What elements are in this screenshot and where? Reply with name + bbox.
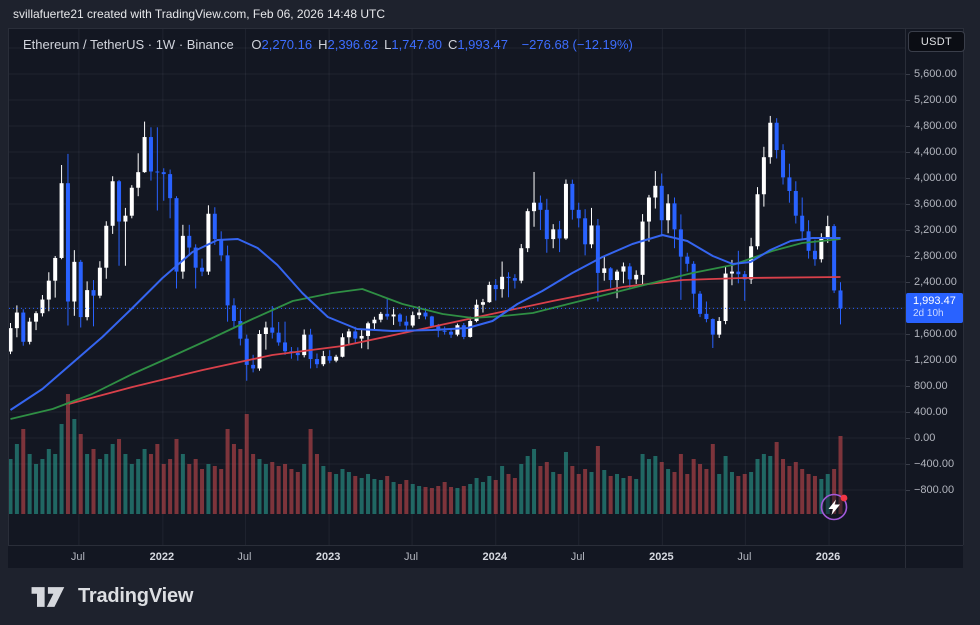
price-tick-mark xyxy=(906,489,910,491)
price-chart-canvas[interactable] xyxy=(9,29,906,546)
price-tick-label: 0.00 xyxy=(914,432,936,444)
chart-legend: Ethereum / TetherUS · 1W · Binance O2,27… xyxy=(23,37,633,52)
chart-pane[interactable]: Ethereum / TetherUS · 1W · Binance O2,27… xyxy=(8,28,906,546)
price-tick-mark xyxy=(906,281,910,283)
price-tick-mark xyxy=(906,437,910,439)
left-edge-strip xyxy=(0,28,8,545)
price-tick-mark xyxy=(906,177,910,179)
notification-dot xyxy=(840,494,848,502)
price-tick-label: 2,800.00 xyxy=(914,250,957,262)
time-tick-year: 2025 xyxy=(649,551,674,563)
last-price-value: 1,993.47 xyxy=(913,295,956,308)
ohlc-values: O2,270.16 H2,396.62 L1,747.80 C1,993.47 xyxy=(251,37,514,52)
tradingview-logo-icon xyxy=(30,585,68,609)
price-change: −276.68 (−12.19%) xyxy=(521,37,633,52)
price-tick-label: 5,200.00 xyxy=(914,94,957,106)
price-tick-mark xyxy=(906,359,910,361)
price-axis[interactable]: 1,993.47 2d 10h 5,600.00 5,200.00 4,800.00… xyxy=(905,28,963,545)
price-tick-mark xyxy=(906,411,910,413)
price-tick-label: 400.00 xyxy=(914,406,948,418)
price-tick-mark xyxy=(906,385,910,387)
time-tick-month: Jul xyxy=(237,551,252,563)
lightning-icon xyxy=(820,493,848,521)
price-tick-mark xyxy=(906,333,910,335)
price-tick-mark xyxy=(906,203,910,205)
price-tick-mark xyxy=(906,73,910,75)
price-tick-mark xyxy=(906,229,910,231)
price-tick-label: 3,600.00 xyxy=(914,198,957,210)
price-tick-label: 1,600.00 xyxy=(914,328,957,340)
attribution-text: svillafuerte21 created with TradingView.… xyxy=(13,7,385,21)
price-tick-mark xyxy=(906,125,910,127)
time-tick-year: 2024 xyxy=(482,551,507,563)
price-tick-label: 800.00 xyxy=(914,380,948,392)
price-tick-mark xyxy=(906,99,910,101)
time-axis-corner xyxy=(905,545,963,568)
price-tick-label: 4,800.00 xyxy=(914,120,957,132)
price-tick-label: 2,400.00 xyxy=(914,276,957,288)
time-tick-year: 2026 xyxy=(815,551,841,563)
time-tick-month: Jul xyxy=(70,551,85,563)
price-tick-mark xyxy=(906,255,910,257)
price-tick-mark xyxy=(906,151,910,153)
ohlc-item: H2,396.62 xyxy=(318,37,379,52)
time-tick-month: Jul xyxy=(570,551,585,563)
price-tick-label: −800.00 xyxy=(914,484,955,496)
ohlc-item: L1,747.80 xyxy=(384,37,442,52)
snapshot-attribution-bar: svillafuerte21 created with TradingView.… xyxy=(0,0,980,28)
time-tick-year: 2022 xyxy=(149,551,175,563)
currency-toggle-button[interactable]: USDT xyxy=(908,31,965,52)
time-axis[interactable]: Jul 2022 Jul 2023 Jul 2024 Jul 2025 Jul 2026 xyxy=(8,545,905,568)
time-tick-month: Jul xyxy=(737,551,752,563)
bar-countdown: 2d 10h xyxy=(913,308,944,320)
price-tick-label: 3,200.00 xyxy=(914,224,957,236)
price-tick-label: 4,400.00 xyxy=(914,146,957,158)
time-tick-month: Jul xyxy=(404,551,419,563)
chart-main-row: Ethereum / TetherUS · 1W · Binance O2,27… xyxy=(0,28,980,546)
ohlc-item: O2,270.16 xyxy=(251,37,313,52)
tradingview-wordmark: TradingView xyxy=(78,585,194,607)
price-tick-label: 4,000.00 xyxy=(914,172,957,184)
time-tick-year: 2023 xyxy=(315,551,341,563)
price-tick-mark xyxy=(906,463,910,465)
right-edge-strip xyxy=(963,28,980,545)
time-axis-row: Jul 2022 Jul 2023 Jul 2024 Jul 2025 Jul 2026 xyxy=(0,545,980,568)
footer-brand-bar: TradingView xyxy=(0,568,980,625)
last-price-label: 1,993.47 2d 10h xyxy=(906,293,963,324)
symbol-title[interactable]: Ethereum / TetherUS · 1W · Binance xyxy=(23,37,234,52)
price-tick-label: 5,600.00 xyxy=(914,68,957,80)
idea-lightning-button[interactable] xyxy=(819,492,849,522)
price-tick-label: 1,200.00 xyxy=(914,354,957,366)
price-tick-label: −400.00 xyxy=(914,458,955,470)
ohlc-item: C1,993.47 xyxy=(447,37,508,52)
